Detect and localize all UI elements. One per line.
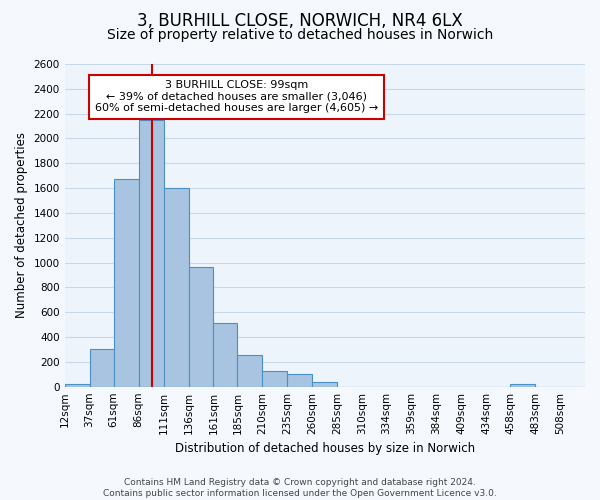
Bar bbox=[510, 384, 535, 386]
Bar bbox=[113, 180, 139, 386]
Text: 3 BURHILL CLOSE: 99sqm
← 39% of detached houses are smaller (3,046)
60% of semi-: 3 BURHILL CLOSE: 99sqm ← 39% of detached… bbox=[95, 80, 378, 114]
Bar bbox=[262, 371, 287, 386]
Bar bbox=[89, 350, 113, 387]
Text: 3, BURHILL CLOSE, NORWICH, NR4 6LX: 3, BURHILL CLOSE, NORWICH, NR4 6LX bbox=[137, 12, 463, 30]
Y-axis label: Number of detached properties: Number of detached properties bbox=[15, 132, 28, 318]
X-axis label: Distribution of detached houses by size in Norwich: Distribution of detached houses by size … bbox=[175, 442, 475, 455]
Bar bbox=[238, 355, 262, 386]
Text: Contains HM Land Registry data © Crown copyright and database right 2024.
Contai: Contains HM Land Registry data © Crown c… bbox=[103, 478, 497, 498]
Bar bbox=[287, 374, 313, 386]
Bar bbox=[188, 267, 214, 386]
Text: Size of property relative to detached houses in Norwich: Size of property relative to detached ho… bbox=[107, 28, 493, 42]
Bar bbox=[214, 324, 238, 386]
Bar bbox=[139, 120, 164, 386]
Bar bbox=[164, 188, 188, 386]
Bar bbox=[65, 384, 89, 386]
Bar bbox=[313, 382, 337, 386]
